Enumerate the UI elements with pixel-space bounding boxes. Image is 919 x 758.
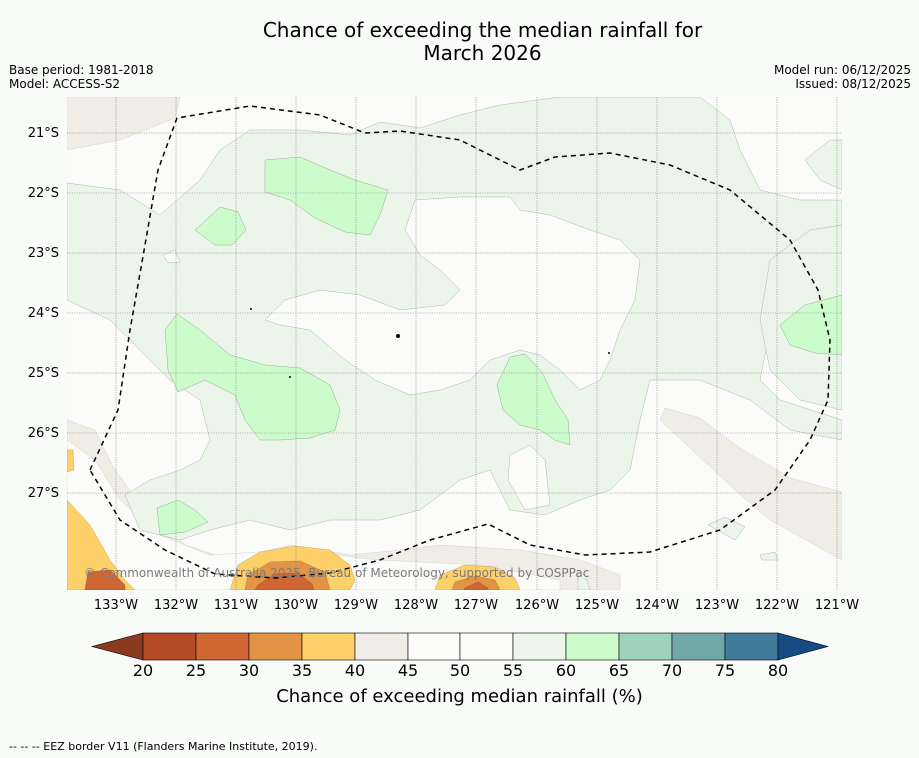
colorbar-low-extend — [90, 632, 144, 661]
lon-label: 123°W — [694, 598, 740, 613]
colorbar-title: Chance of exceeding median rainfall (%) — [276, 686, 643, 707]
colorbar-segment — [142, 632, 197, 661]
footnote: -- -- -- EEZ border V11 (Flanders Marine… — [9, 740, 318, 753]
contour-50-55-interior — [264, 196, 641, 396]
lon-label: 133°W — [93, 598, 139, 613]
lon-label: 125°W — [574, 598, 620, 613]
colorbar-tick: 40 — [344, 661, 366, 680]
colorbar-segment — [671, 632, 726, 661]
colorbar-tick: 80 — [767, 661, 789, 680]
colorbar-tick: 55 — [502, 661, 524, 680]
colorbar-segment — [565, 632, 620, 661]
contour-35-40-west — [67, 499, 136, 590]
lon-label: 131°W — [213, 598, 259, 613]
contour-25-30-west — [84, 569, 126, 590]
colorbar-segment — [724, 632, 779, 661]
lon-label: 121°W — [814, 598, 860, 613]
colorbar-segment — [195, 632, 250, 661]
colorbar-tick: 30 — [238, 661, 260, 680]
colorbar-tick: 75 — [714, 661, 736, 680]
lat-label: 22°S — [27, 186, 59, 201]
contour-60-65-mid — [496, 353, 571, 446]
meta-right: Model run: 06/12/2025 Issued: 08/12/2025 — [774, 63, 911, 91]
colorbar-tick: 70 — [661, 661, 683, 680]
colorbar-segment — [354, 632, 409, 661]
meta-left: Base period: 1981-2018 Model: ACCESS-S2 — [9, 63, 154, 91]
lon-label: 132°W — [153, 598, 199, 613]
lat-label: 27°S — [27, 486, 59, 501]
lon-label: 124°W — [634, 598, 680, 613]
islands — [250, 308, 610, 378]
lat-label: 23°S — [27, 246, 59, 261]
lon-label: 130°W — [273, 598, 319, 613]
contour-55-60-east — [804, 139, 842, 191]
colorbar-tick: 50 — [449, 661, 471, 680]
contour-55-60-south — [577, 571, 591, 590]
contour-60-65-west — [194, 206, 247, 246]
lat-label: 21°S — [27, 126, 59, 141]
colorbar-segment — [618, 632, 673, 661]
lon-label: 129°W — [333, 598, 379, 613]
issued-date: Issued: 08/12/2025 — [795, 77, 911, 91]
lat-label: 25°S — [27, 366, 59, 381]
colorbar-segment — [459, 632, 514, 661]
colorbar-segment — [512, 632, 567, 661]
model-name: Model: ACCESS-S2 — [9, 77, 121, 91]
colorbar-high-extend — [777, 632, 830, 661]
graticule — [67, 97, 842, 590]
contour-60-65-center — [164, 313, 341, 441]
lon-label: 128°W — [393, 598, 439, 613]
colorbar — [90, 632, 830, 661]
contour-45-50-northwest — [67, 97, 181, 151]
base-period: Base period: 1981-2018 — [9, 63, 154, 77]
lat-label: 24°S — [27, 306, 59, 321]
title-line-1: Chance of exceeding the median rainfall … — [262, 18, 703, 42]
contour-25-30-south — [254, 572, 315, 590]
contour-60-65-south — [156, 499, 209, 536]
colorbar-segment — [301, 632, 356, 661]
copyright-text: © Commonwealth of Australia 2025, Bureau… — [84, 566, 590, 580]
lat-label: 26°S — [27, 426, 59, 441]
contour-55-60-small — [759, 551, 779, 561]
lon-label: 126°W — [514, 598, 560, 613]
contour-45-50-east — [659, 407, 842, 561]
contour-50-55-south — [507, 444, 551, 511]
colorbar-tick: 60 — [555, 661, 577, 680]
colorbar-segment — [407, 632, 461, 661]
eez-border — [89, 105, 831, 579]
title-line-2: March 2026 — [423, 41, 542, 65]
lon-label: 122°W — [754, 598, 800, 613]
lon-label: 127°W — [453, 598, 499, 613]
model-run: Model run: 06/12/2025 — [773, 63, 911, 77]
colorbar-tick: 45 — [397, 661, 419, 680]
contour-60-65-east — [779, 294, 842, 356]
colorbar-tick: 65 — [608, 661, 630, 680]
colorbar-tick: 25 — [185, 661, 207, 680]
colorbar-segment — [248, 632, 303, 661]
colorbar-tick: 20 — [132, 661, 154, 680]
map-title: Chance of exceeding the median rainfall … — [0, 19, 919, 65]
contour-35-40-west-2 — [67, 449, 75, 473]
colorbar-tick: 35 — [291, 661, 313, 680]
